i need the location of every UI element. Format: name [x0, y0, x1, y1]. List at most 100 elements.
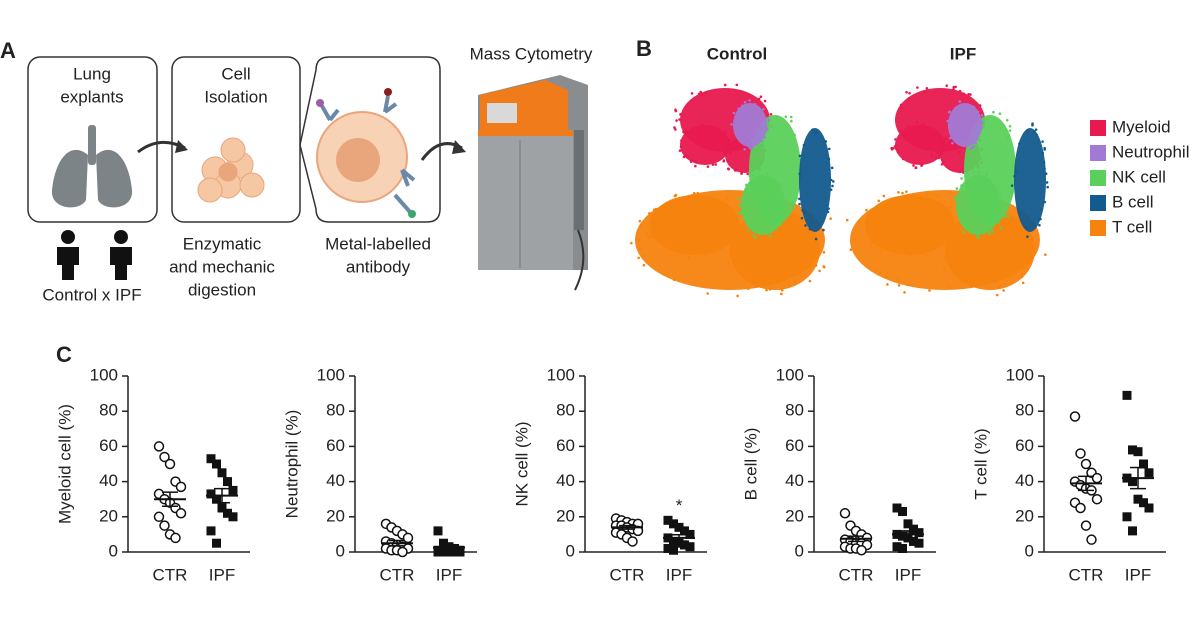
cluster-dot [996, 221, 1000, 224]
data-point [909, 536, 918, 546]
cluster-dot [880, 202, 883, 206]
cluster-dot [751, 174, 755, 177]
cluster-dot [954, 196, 958, 200]
legend-swatch [1090, 145, 1106, 161]
cluster-dot [995, 293, 999, 297]
cluster-dot [903, 291, 906, 294]
cluster-dot [960, 280, 964, 283]
cluster-dot [1008, 129, 1012, 132]
cluster-dot [998, 202, 1002, 205]
cluster-dot [1003, 215, 1007, 218]
cluster-dot [882, 194, 886, 198]
data-point [206, 526, 216, 536]
step-label: digestion [188, 280, 256, 299]
cluster-dot [1009, 281, 1013, 285]
cluster-dot [849, 248, 853, 252]
x-tick-label: CTR [1069, 565, 1104, 584]
y-tick-label: 0 [1025, 541, 1034, 560]
cluster-dot [744, 104, 747, 108]
data-point [1091, 472, 1103, 484]
cluster-dot [768, 234, 772, 238]
cluster-dot [942, 268, 946, 271]
data-point [1139, 459, 1148, 469]
cluster-dot [673, 126, 676, 129]
y-tick-label: 40 [785, 471, 804, 490]
panel-label: C [56, 342, 72, 367]
cluster-dot [732, 250, 736, 253]
cluster-dot [943, 240, 947, 243]
cluster-dot [801, 208, 804, 212]
data-point [397, 546, 408, 558]
data-point [680, 526, 689, 536]
panel-label: A [0, 38, 16, 63]
cluster-dot [780, 292, 783, 296]
annotation: * [676, 496, 683, 515]
cluster-dot [779, 183, 783, 186]
cluster-dot [894, 147, 898, 150]
cluster-dot [688, 257, 691, 261]
cluster-dot [958, 89, 962, 93]
y-tick-label: 0 [566, 541, 575, 560]
cluster-dot [726, 159, 730, 163]
cluster-dot [925, 86, 929, 90]
cluster-dot [885, 275, 888, 279]
cluster-dot [886, 283, 889, 286]
cluster-dot [802, 143, 806, 147]
cluster-dot [814, 264, 818, 267]
cluster-dot [857, 220, 861, 223]
y-tick-label: 80 [556, 401, 575, 420]
cluster-dot [827, 207, 830, 210]
cluster-dot [650, 232, 654, 236]
cluster-dot [690, 92, 694, 95]
cluster-dot [642, 263, 646, 267]
cluster-dot [654, 232, 657, 235]
cluster-dot [642, 254, 646, 258]
cluster-dot [928, 289, 931, 292]
y-tick-label: 80 [326, 401, 345, 420]
cluster-dot [952, 88, 955, 91]
box [27, 56, 158, 223]
x-tick-label: IPF [436, 565, 462, 584]
y-tick-label: 60 [99, 436, 118, 455]
cluster-dot [952, 85, 956, 89]
x-tick-label: IPF [209, 565, 235, 584]
cluster-dot [999, 226, 1003, 230]
cluster-dot [975, 175, 979, 178]
data-point [1133, 447, 1143, 457]
cluster-dot [942, 256, 946, 259]
cluster [741, 175, 785, 235]
cluster-dot [795, 196, 798, 200]
data-point [175, 508, 187, 519]
cluster-dot [639, 247, 642, 251]
data-point [898, 531, 907, 541]
cluster [680, 125, 730, 165]
cluster-dot [654, 207, 658, 211]
data-point [914, 538, 924, 548]
cluster-dot [722, 159, 726, 163]
cluster-dot [781, 213, 785, 217]
data-point [898, 507, 907, 517]
cluster-dot [921, 123, 924, 126]
cluster-dot [912, 164, 915, 167]
cluster-dot [974, 141, 978, 145]
cluster-dot [946, 228, 950, 232]
cluster [733, 103, 767, 147]
step-label: Enzymatic [183, 234, 262, 253]
data-point [433, 526, 443, 536]
cluster-dot [958, 170, 962, 174]
cluster-dot [1024, 226, 1028, 229]
cluster-dot [980, 126, 983, 129]
data-point [1144, 468, 1154, 478]
cluster-dot [818, 269, 821, 273]
y-tick-label: 100 [90, 365, 118, 384]
cluster-dot [717, 129, 720, 132]
cluster-dot [894, 138, 897, 141]
cluster-dot [1031, 122, 1034, 126]
x-tick-label: IPF [1125, 565, 1151, 584]
cluster-dot [699, 90, 703, 94]
cluster-dot [743, 217, 746, 221]
cluster-dot [655, 214, 658, 218]
cluster-dot [915, 121, 919, 124]
cluster-dot [645, 232, 648, 236]
